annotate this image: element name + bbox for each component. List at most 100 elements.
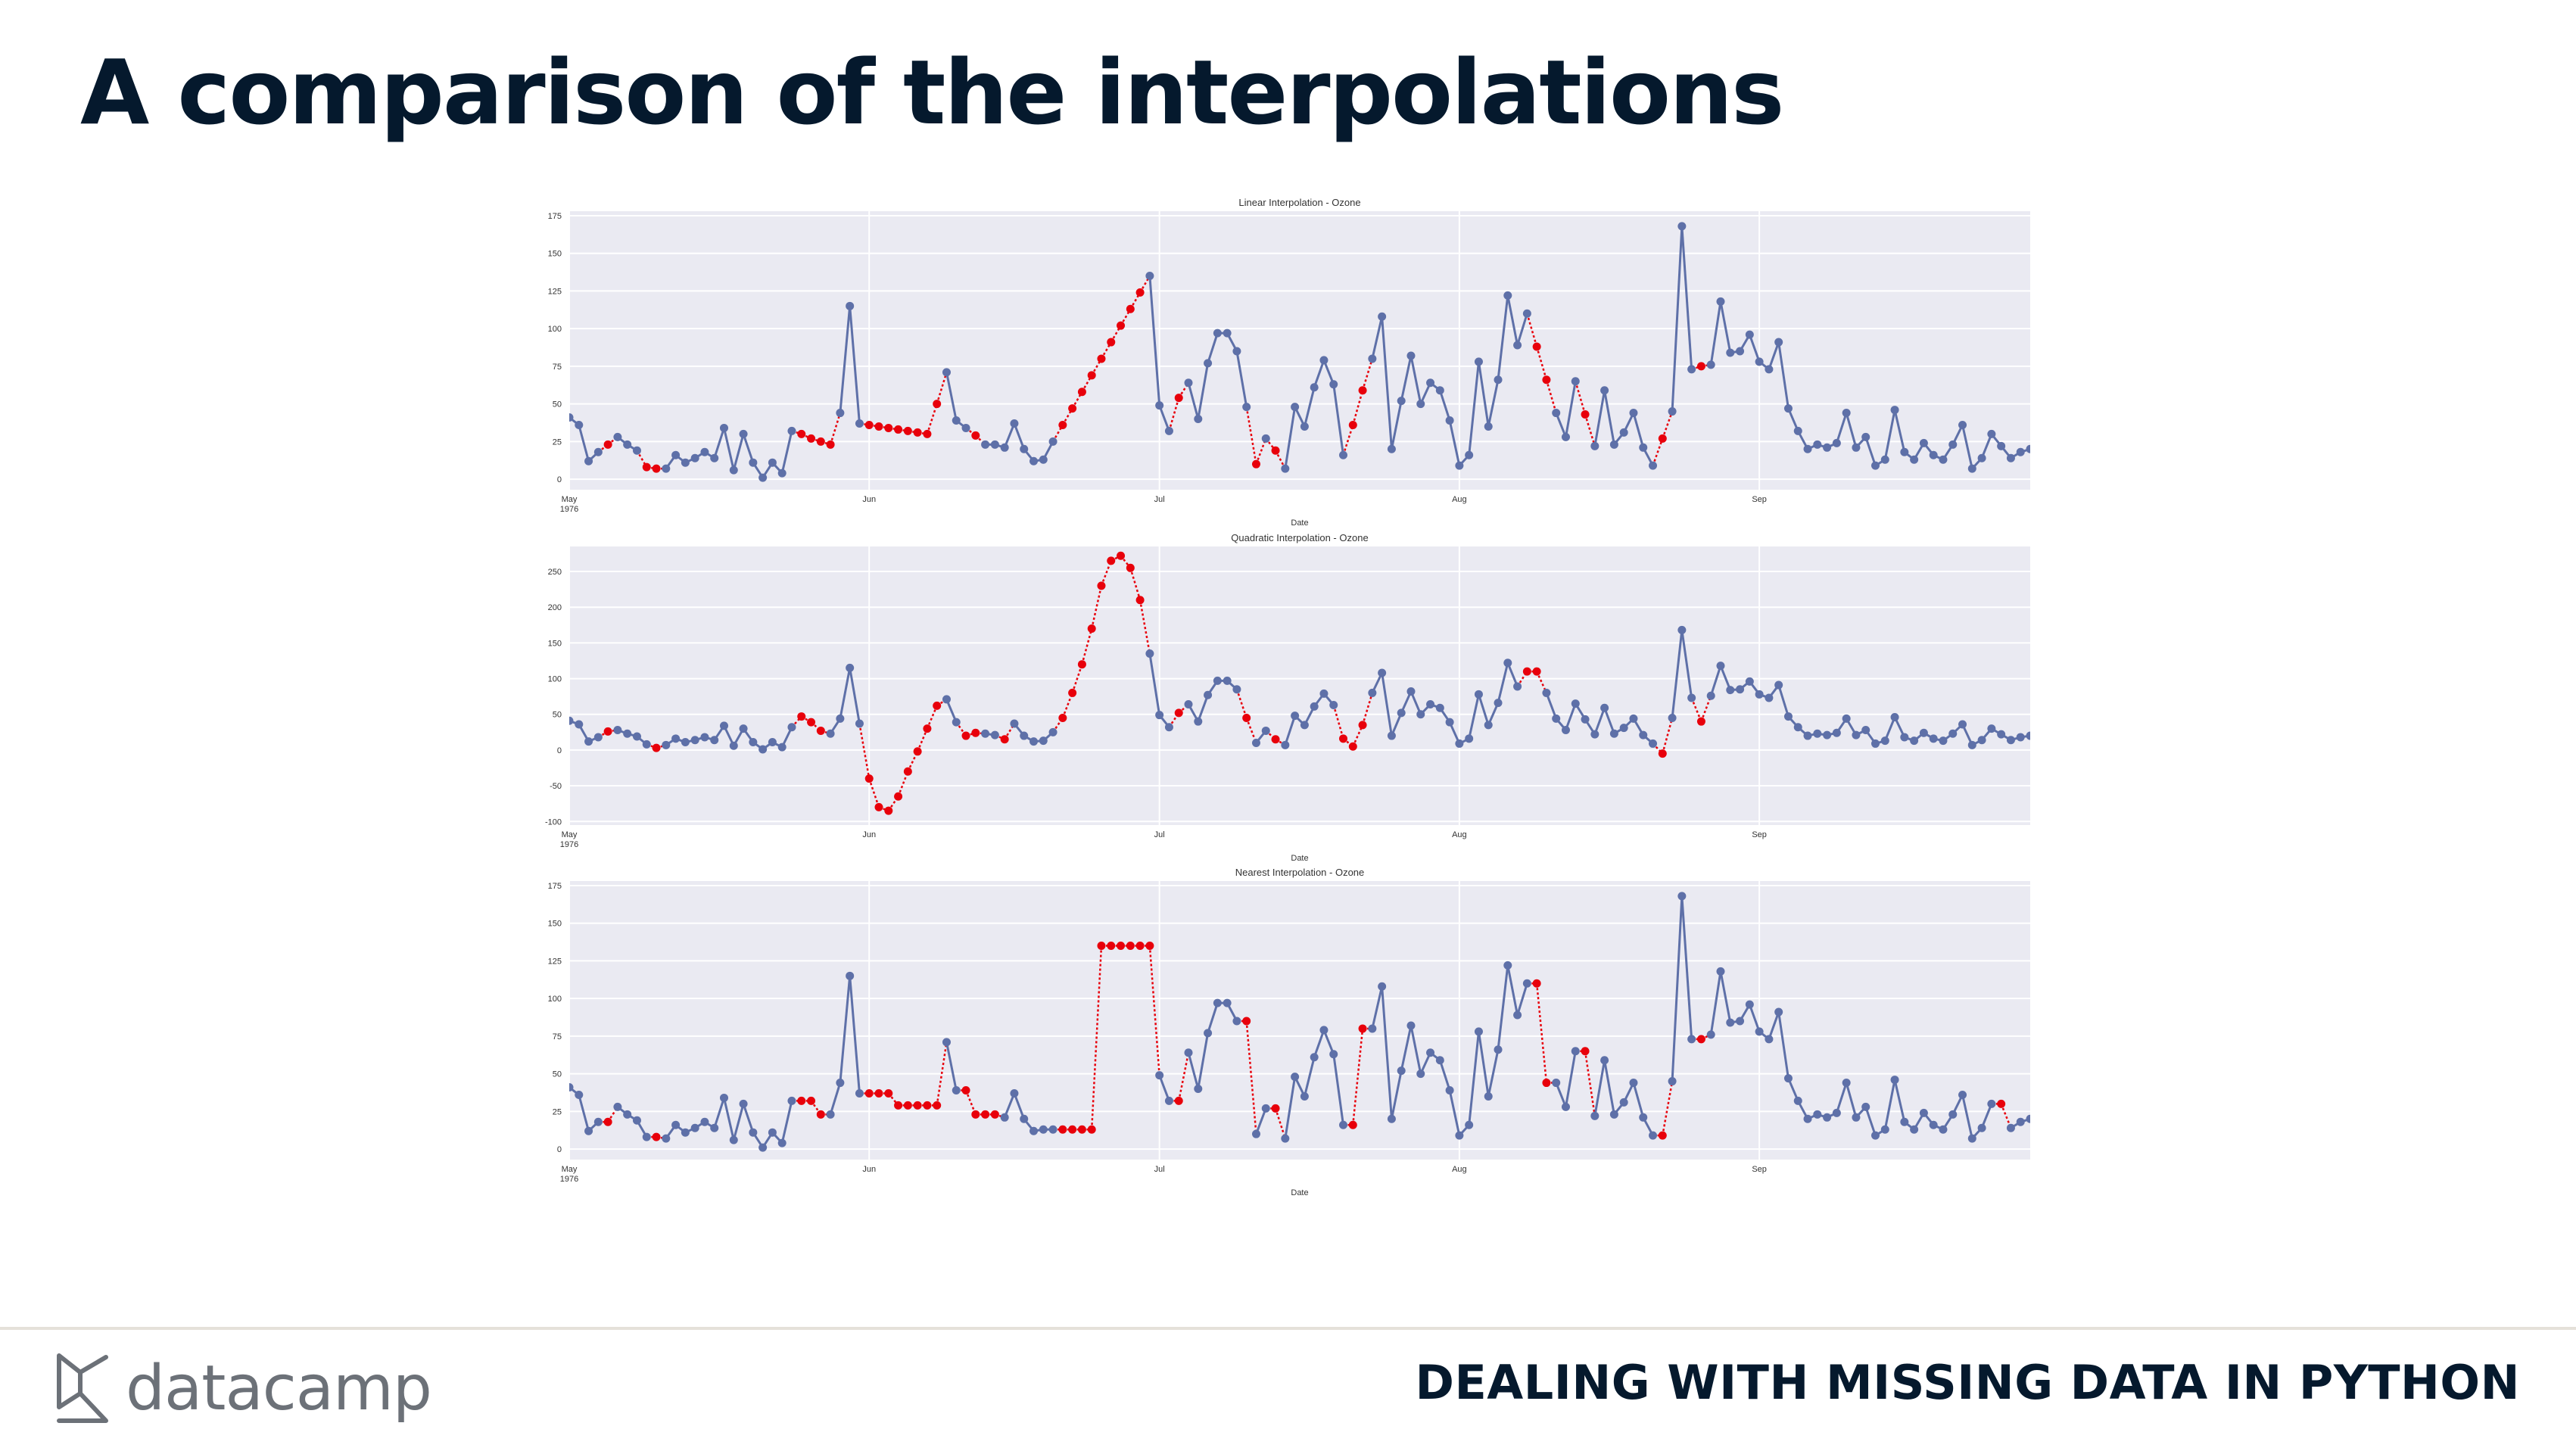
observed-point <box>1890 406 1899 415</box>
interpolated-segment <box>1342 425 1354 456</box>
observed-point <box>1010 419 1019 428</box>
interpolated-point <box>971 728 980 737</box>
observed-point <box>632 1116 641 1125</box>
observed-point <box>700 1117 709 1126</box>
observed-point <box>1261 726 1270 735</box>
observed-point <box>1668 713 1677 722</box>
interpolated-segment <box>1526 313 1538 347</box>
observed-segment <box>1961 1094 1973 1139</box>
observed-point <box>1145 272 1154 281</box>
observed-point <box>1155 711 1164 720</box>
interpolated-point <box>1696 362 1705 371</box>
observed-point <box>1300 422 1309 431</box>
observed-point <box>1668 1077 1677 1086</box>
observed-point <box>1000 443 1009 452</box>
interpolated-segment <box>1545 379 1557 413</box>
interpolated-point <box>933 400 942 409</box>
observed-segment <box>1187 382 1200 419</box>
plot-marks <box>569 222 2030 482</box>
observed-point <box>1755 690 1764 699</box>
interpolated-segment <box>829 413 842 445</box>
observed-segment <box>1671 895 1684 1082</box>
observed-segment <box>839 976 852 1083</box>
interpolated-segment <box>1662 718 1674 754</box>
observed-point <box>1416 710 1425 719</box>
interpolated-segment <box>1129 567 1142 601</box>
observed-point <box>1590 441 1599 450</box>
y-tick-label: 75 <box>553 363 562 372</box>
observed-point <box>1910 736 1919 746</box>
interpolated-point <box>1087 371 1096 380</box>
observed-point <box>1997 730 2006 739</box>
observed-point <box>1861 726 1870 735</box>
interpolated-point <box>990 1110 999 1119</box>
interpolated-point <box>1126 304 1135 313</box>
interpolated-segment <box>1081 375 1093 393</box>
interpolated-segment <box>1274 1107 1287 1139</box>
interpolated-point <box>884 423 893 432</box>
observed-point <box>700 447 709 456</box>
interpolated-point <box>961 731 970 740</box>
interpolated-segment <box>1090 945 1103 1130</box>
observed-point <box>1619 1098 1628 1107</box>
interpolated-point <box>603 440 612 449</box>
observed-segment <box>1719 971 1732 1023</box>
observed-point <box>1513 682 1522 691</box>
observed-point <box>2026 731 2030 740</box>
observed-point <box>1561 726 1570 735</box>
observed-point <box>1649 461 1658 470</box>
observed-point <box>1823 730 1832 740</box>
observed-point <box>720 423 729 432</box>
observed-segment <box>1371 316 1384 360</box>
interpolated-point <box>1271 1104 1280 1113</box>
observed-point <box>1503 961 1512 970</box>
observed-segment <box>1883 716 1896 742</box>
interpolated-point <box>913 747 922 756</box>
interpolated-point <box>1174 708 1183 718</box>
observed-segment <box>1719 301 1732 353</box>
observed-point <box>1435 703 1444 712</box>
interpolated-point <box>1077 1125 1086 1134</box>
observed-point <box>1387 444 1396 453</box>
observed-point <box>1281 464 1290 473</box>
observed-point <box>1194 717 1203 726</box>
observed-segment <box>1565 1051 1577 1107</box>
observed-point <box>623 1110 632 1119</box>
interpolated-point <box>1542 375 1551 385</box>
observed-segment <box>1980 1103 1993 1129</box>
observed-point <box>1687 1035 1696 1044</box>
interpolated-segment <box>1148 945 1160 1076</box>
interpolated-point <box>1658 749 1667 758</box>
observed-point <box>613 1102 622 1111</box>
observed-point <box>942 368 951 377</box>
observed-point <box>758 473 768 482</box>
observed-point <box>1832 728 1841 737</box>
observed-segment <box>1003 1092 1016 1118</box>
observed-point <box>1368 688 1377 697</box>
y-tick-label: 25 <box>553 437 562 447</box>
observed-point <box>739 429 748 438</box>
observed-point <box>1194 415 1203 424</box>
x-axis-label: Date <box>1291 518 1308 528</box>
observed-point <box>1765 693 1774 702</box>
observed-point <box>569 1083 574 1092</box>
interpolated-point <box>1097 581 1106 590</box>
observed-segment <box>723 1098 735 1141</box>
observed-point <box>1387 731 1396 740</box>
observed-point <box>1029 1126 1039 1135</box>
observed-point <box>671 450 681 459</box>
observed-point <box>846 971 855 980</box>
x-tick-sublabel: 1976 <box>560 1175 578 1184</box>
observed-point <box>1967 740 1976 749</box>
observed-segment <box>1187 1052 1200 1089</box>
observed-point <box>593 1117 603 1126</box>
interpolated-point <box>864 774 874 783</box>
chart-title: Nearest Interpolation - Ozone <box>1235 867 1365 878</box>
x-tick-sublabel: 1976 <box>560 505 578 514</box>
observed-point <box>1649 1131 1658 1140</box>
observed-point <box>1919 438 1928 447</box>
interpolated-point <box>1542 1079 1551 1088</box>
observed-point <box>855 1088 864 1098</box>
interpolated-point <box>864 420 874 429</box>
observed-point <box>1870 739 1880 748</box>
